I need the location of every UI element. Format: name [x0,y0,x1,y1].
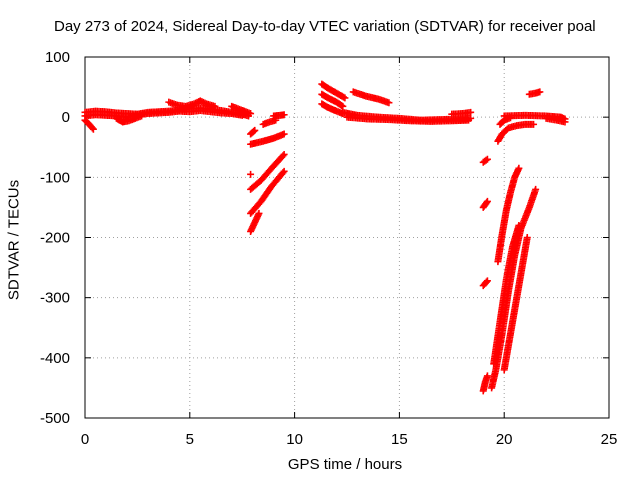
plot-frame [84,56,610,419]
data-point [88,124,96,132]
data-point [247,110,255,118]
data-point [251,126,259,134]
data-point [339,102,347,110]
y-tick-label: -100 [40,169,70,186]
data-point [523,234,531,241]
x-axis-label: GPS time / hours [287,456,403,473]
data-point [280,167,288,175]
x-tick-label: 15 [391,431,408,448]
data-point [341,94,349,102]
data-point [279,169,287,177]
chart-title: Day 273 of 2024, Sidereal Day-to-day VTE… [54,18,596,35]
axes [84,56,610,419]
y-tick-label: -300 [40,290,70,307]
data-point [280,111,288,119]
data-point [515,164,523,172]
x-tick-label: 0 [81,431,89,448]
data-point [211,102,219,110]
y-tick-label: 0 [62,109,70,126]
data-point [467,108,475,116]
data-point [483,277,491,285]
data-point [250,127,258,135]
data-point [280,130,288,138]
data-point [532,185,540,193]
data-point [561,118,569,126]
y-tick-label: -500 [40,410,70,427]
data-point [465,116,473,124]
data-point [138,112,146,120]
data-point [385,99,393,107]
data-point [279,152,287,160]
y-tick-label: 100 [45,49,70,66]
x-tick-label: 25 [601,431,618,448]
data-point [247,170,255,178]
data-point [280,150,288,158]
data-point [515,221,523,229]
data-point [530,120,538,128]
data-point [483,199,491,207]
data-point [536,88,544,96]
data-point [482,278,490,286]
data-point [89,125,97,133]
x-tick-label: 20 [496,431,513,448]
data-point [483,155,491,163]
data-point [340,93,348,101]
data-point [483,197,491,205]
data-point [482,156,490,164]
x-tick-label: 10 [286,431,303,448]
tick-labels: 0 5 10 15 20 25 100 0 -100 -200 -300 -400 -500 [40,49,617,448]
data-points [81,80,569,395]
data-point [255,209,263,217]
y-axis-label: SDTVAR / TECUs [5,179,23,301]
x-tick-label: 5 [186,431,194,448]
y-tick-label: -200 [40,230,70,247]
data-point [338,101,346,109]
y-tick-label: -400 [40,350,70,367]
data-point [483,372,491,380]
